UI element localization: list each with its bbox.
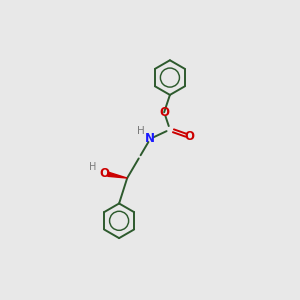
Text: N: N [145,132,155,145]
Text: H: H [89,161,96,172]
Text: O: O [159,106,169,119]
Text: O: O [99,167,109,180]
Text: H: H [137,126,145,136]
Text: O: O [184,130,195,143]
Polygon shape [108,172,127,178]
